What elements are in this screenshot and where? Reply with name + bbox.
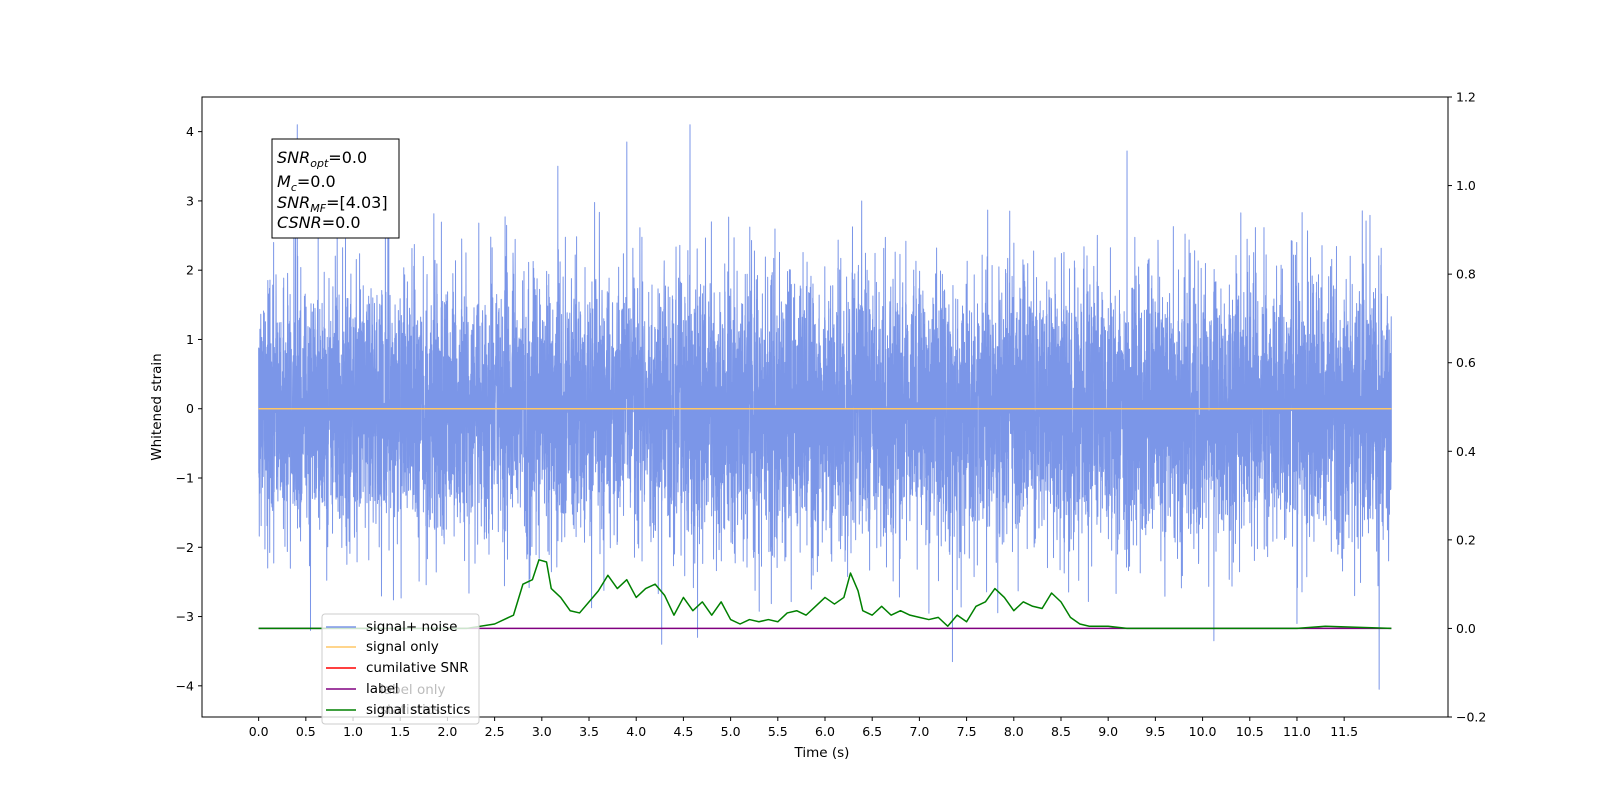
y-tick-label: 0 [186, 401, 194, 416]
annotation-label: M [277, 172, 291, 191]
annotation-label: SNR [277, 148, 310, 167]
y-axis-ticks: 4 3 2 1 0 −1 −2 −3 −4 [176, 124, 202, 693]
x-tick-label: 5.5 [768, 724, 788, 739]
annotation-label: SNR [277, 193, 310, 212]
y-tick-label: −3 [176, 609, 194, 624]
y2-tick-label: 0.8 [1456, 267, 1476, 282]
legend-hidden-text: label only [380, 682, 446, 698]
x-tick-label: 4.0 [626, 724, 646, 739]
x-tick-label: 0.0 [249, 724, 269, 739]
x-tick-label: 11.5 [1330, 724, 1358, 739]
legend-frame [321, 613, 480, 725]
series-signal-statistics-line [258, 559, 1392, 630]
y2-tick-label: 0.6 [1456, 355, 1476, 370]
legend-label: label [366, 681, 399, 697]
y-tick-label: 3 [186, 193, 194, 208]
series-signal-noise-line [258, 124, 1392, 690]
y2-axis-ticks: 1.2 1.0 0.8 0.6 0.4 0.2 0.0 −0.2 [1448, 90, 1486, 725]
legend-label: cumilative SNR [366, 660, 469, 676]
legend: label only statistics signal+ noise sign… [321, 613, 480, 725]
annotation-subscript: opt [310, 157, 329, 170]
y2-tick-label: −0.2 [1456, 710, 1486, 725]
annotation-line-snr-opt: SNRopt=0.0 [277, 148, 367, 170]
y-axis-label: Whitened strain [149, 353, 165, 460]
x-tick-label: 2.5 [485, 724, 505, 739]
x-axis-ticks: 0.0 0.5 1.0 1.5 2.0 2.5 3.0 3.5 4.0 4.5 5.0 5.5 6.0 6… [249, 717, 1358, 739]
y2-tick-label: 0.2 [1456, 532, 1476, 547]
x-tick-label: 6.0 [815, 724, 835, 739]
x-tick-label: 0.5 [296, 724, 316, 739]
annotation-line-mc: Mc=0.0 [277, 172, 336, 194]
y2-tick-label: 0.0 [1456, 621, 1476, 636]
y-tick-label: 4 [186, 124, 194, 139]
y2-tick-label: 0.4 [1456, 444, 1476, 459]
annotation-value: =[4.03] [326, 193, 388, 212]
y-tick-label: −2 [176, 540, 194, 555]
legend-entry: signal only [326, 639, 439, 655]
x-tick-label: 3.5 [579, 724, 599, 739]
x-tick-label: 6.5 [862, 724, 882, 739]
x-tick-label: 11.0 [1283, 724, 1311, 739]
x-tick-label: 4.5 [673, 724, 693, 739]
legend-entry: cumilative SNR [326, 660, 469, 676]
annotation-box: SNRopt=0.0 Mc=0.0 SNRMF=[4.03] CSNR=0.0 [271, 138, 400, 239]
y-tick-label: 2 [186, 263, 194, 278]
legend-label: signal only [366, 639, 439, 655]
x-tick-label: 10.0 [1189, 724, 1217, 739]
x-tick-label: 1.0 [343, 724, 363, 739]
x-tick-label: 3.0 [532, 724, 552, 739]
legend-entry: label [326, 681, 399, 697]
x-tick-label: 7.0 [909, 724, 929, 739]
legend-label: signal+ noise [366, 619, 457, 635]
annotation-box-frame [271, 138, 400, 239]
annotation-line-snr-mf: SNRMF=[4.03] [277, 193, 388, 215]
annotation-value: =0.0 [328, 148, 367, 167]
y-tick-label: 1 [186, 332, 194, 347]
x-tick-label: 5.0 [721, 724, 741, 739]
y-tick-label: −1 [176, 471, 194, 486]
y2-tick-label: 1.0 [1456, 178, 1476, 193]
x-tick-label: 7.5 [957, 724, 977, 739]
annotation-label: CSNR [277, 213, 322, 232]
x-tick-label: 8.5 [1051, 724, 1071, 739]
x-tick-label: 1.5 [390, 724, 410, 739]
annotation-value: =0.0 [322, 213, 361, 232]
x-tick-label: 9.0 [1098, 724, 1118, 739]
annotation-subscript: c [291, 181, 297, 194]
legend-hidden-text: statistics [380, 702, 440, 718]
y2-tick-label: 1.2 [1456, 90, 1476, 105]
x-tick-label: 8.0 [1004, 724, 1024, 739]
annotation-line-csnr: CSNR=0.0 [277, 213, 361, 232]
legend-label: signal statistics [366, 702, 470, 718]
x-tick-label: 10.5 [1236, 724, 1264, 739]
x-tick-label: 2.0 [437, 724, 457, 739]
annotation-subscript: MF [310, 202, 326, 215]
y-tick-label: −4 [176, 678, 194, 693]
x-axis-label: Time (s) [794, 745, 850, 761]
annotation-value: =0.0 [297, 172, 336, 191]
legend-entry: signal+ noise [326, 619, 457, 635]
x-tick-label: 9.5 [1145, 724, 1165, 739]
legend-entry: signal statistics [326, 702, 470, 718]
